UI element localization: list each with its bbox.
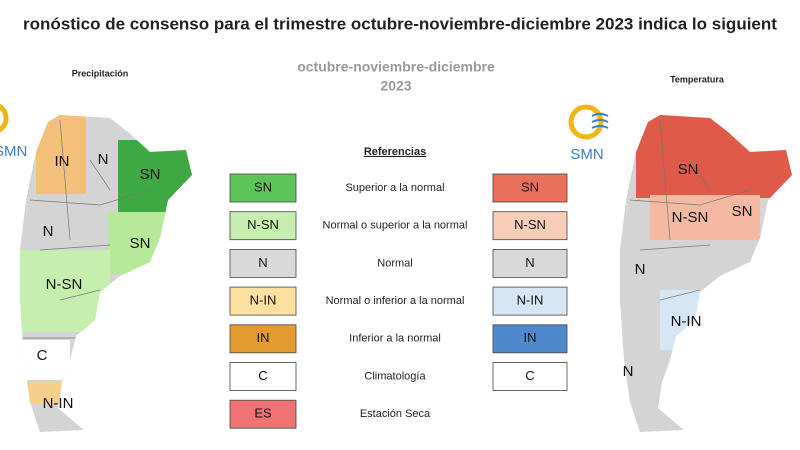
region-label: N-IN (671, 313, 702, 330)
smn-logo: SMN (568, 104, 609, 163)
legend-swatch (492, 362, 568, 391)
legend-code: SN (521, 179, 539, 194)
map-title: Precipitación (72, 68, 129, 78)
legend-description: Inferior a la normal (349, 333, 441, 345)
legend-swatch (492, 324, 568, 354)
map-labels: IN N SN N SN N-SN C N-IN SN N-SN SN N N-IN N (37, 151, 753, 412)
region-label: C (37, 347, 48, 364)
legend-code: N-IN (250, 293, 277, 308)
legend-code: N (525, 255, 534, 270)
legend-swatch (492, 248, 568, 278)
region-label: N (635, 261, 646, 278)
legend-swatch (229, 248, 297, 278)
legend-code: ES (254, 406, 272, 421)
region-label: N-SN (46, 276, 83, 293)
map-title: Temperatura (670, 74, 725, 84)
legend-description: Superior a la normal (345, 182, 444, 194)
region-label: N-IN (43, 395, 74, 412)
legend-swatch (492, 173, 568, 203)
legend-code: SN (254, 179, 272, 194)
period-year: 2023 (380, 78, 411, 94)
region-label: SN (678, 161, 699, 178)
logo-text: SMN (570, 146, 603, 163)
legend-description: Climatología (364, 370, 426, 382)
region-label: SN (140, 166, 161, 183)
legend-swatch (492, 286, 568, 316)
legend-swatch (229, 286, 297, 316)
region-label: IN (55, 153, 70, 170)
logo-text: SMN (0, 143, 27, 160)
smn-logo: SMN (0, 103, 27, 160)
legend: Referencias SN Superior a la normal SN N-SN… (229, 146, 568, 429)
legend-code: IN (257, 330, 270, 345)
temp-map (620, 115, 792, 432)
legend-swatch (229, 173, 297, 203)
period: octubre-noviembre-diciembre (297, 59, 495, 75)
region-label: SN (130, 235, 151, 252)
legend-code: IN (524, 330, 537, 345)
region-label: N (43, 223, 54, 240)
legend-description: Normal (377, 257, 412, 269)
legend-code: C (258, 368, 267, 383)
title: ronóstico de consenso para el trimestre … (23, 14, 777, 33)
region-label: N-SN (672, 209, 709, 226)
legend-code: N-SN (247, 217, 279, 232)
legend-title: Referencias (364, 146, 426, 158)
legend-description: Normal o inferior a la normal (326, 295, 465, 307)
legend-swatch (229, 324, 297, 354)
legend-swatch (229, 211, 297, 241)
legend-description: Estación Seca (360, 408, 431, 420)
legend-code: N (258, 255, 267, 270)
legend-code: N-IN (517, 293, 544, 308)
region-label: N (98, 151, 109, 168)
legend-code: N-SN (514, 217, 546, 232)
region-label: SN (732, 203, 753, 220)
legend-swatch (229, 362, 297, 391)
legend-description: Normal o superior a la normal (323, 220, 468, 232)
legend-swatch (229, 399, 297, 429)
region-label: N (623, 363, 634, 380)
legend-code: C (525, 368, 534, 383)
legend-swatch (492, 211, 568, 241)
